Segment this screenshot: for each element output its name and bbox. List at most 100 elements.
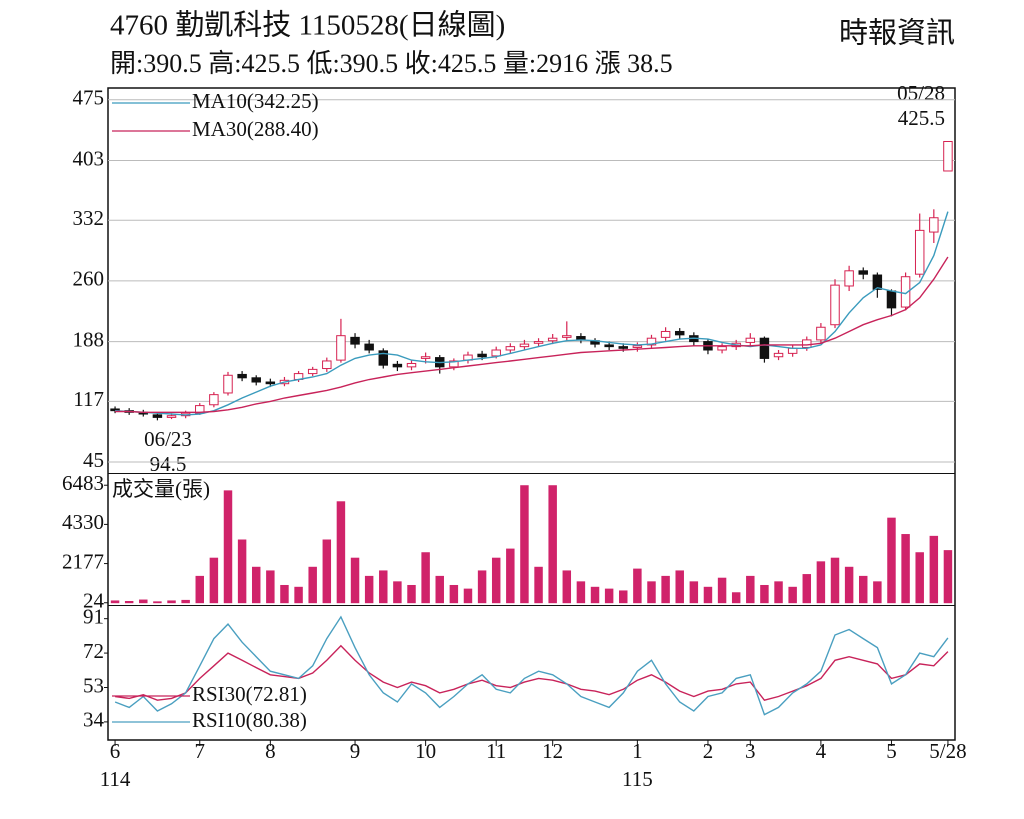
volume-bar bbox=[251, 566, 261, 604]
x-tick-label: 4 bbox=[816, 739, 827, 763]
y-tick-label: 72 bbox=[83, 639, 104, 663]
x-tick-label: 10 bbox=[415, 739, 436, 763]
candle-body bbox=[929, 217, 939, 233]
x-tick-label: 5 bbox=[886, 739, 897, 763]
volume-bar bbox=[379, 570, 388, 604]
candle-body bbox=[237, 373, 247, 379]
summary: 開:390.5 高:425.5 低:390.5 收:425.5 量:2916 漲… bbox=[110, 49, 673, 78]
y-tick-label: 4330 bbox=[62, 510, 104, 534]
volume-bar bbox=[717, 577, 727, 604]
y-tick-label: 403 bbox=[73, 146, 105, 170]
volume-bar bbox=[802, 574, 812, 604]
volume-bar bbox=[520, 485, 529, 604]
candle-body bbox=[322, 360, 332, 370]
candle-body bbox=[816, 326, 826, 341]
volume-bar bbox=[859, 575, 868, 604]
candle-body bbox=[858, 270, 868, 275]
y-tick-label: 332 bbox=[73, 206, 105, 230]
volume-bar bbox=[619, 590, 628, 604]
x-year-label: 115 bbox=[622, 767, 653, 791]
y-tick-label: 2177 bbox=[62, 549, 104, 573]
volume-bar bbox=[901, 534, 910, 604]
candle-body bbox=[195, 405, 205, 414]
y-tick-label: 117 bbox=[73, 387, 104, 411]
candle-body bbox=[505, 346, 516, 351]
candle-body bbox=[872, 274, 883, 290]
y-tick-label: 45 bbox=[83, 448, 104, 472]
candle-body bbox=[562, 335, 572, 338]
x-tick-label: 7 bbox=[195, 739, 206, 763]
candle-body bbox=[745, 337, 756, 343]
candle-body bbox=[209, 394, 219, 406]
candle-body bbox=[491, 349, 501, 357]
volume-bar bbox=[633, 568, 642, 604]
candle-body bbox=[674, 330, 685, 336]
x-year-label: 114 bbox=[100, 767, 131, 791]
candle-body bbox=[604, 344, 614, 348]
volume-bar bbox=[209, 557, 219, 604]
volume-bar bbox=[463, 588, 473, 604]
volume-bar bbox=[788, 586, 797, 604]
annotation: 425.5 bbox=[898, 106, 945, 130]
volume-bar bbox=[308, 566, 317, 604]
x-tick-label: 11 bbox=[486, 739, 506, 763]
volume-bar bbox=[576, 581, 586, 604]
frame bbox=[107, 87, 956, 741]
x-tick-label: 1 bbox=[632, 739, 643, 763]
candle-body bbox=[477, 353, 487, 358]
volume-bar bbox=[153, 601, 162, 604]
volume-bar bbox=[407, 584, 416, 604]
volume-bar bbox=[929, 535, 939, 604]
volume-bar bbox=[506, 548, 515, 604]
candle-body bbox=[717, 346, 727, 351]
volume-bar bbox=[350, 557, 360, 604]
source: 時報資訊 bbox=[839, 17, 955, 50]
volume-bar bbox=[266, 570, 275, 604]
candle-body bbox=[886, 290, 897, 309]
title: 4760 勤凱科技 1150528(日線圖) bbox=[110, 9, 505, 42]
volume-bar bbox=[280, 584, 289, 604]
volume-bar bbox=[604, 588, 614, 604]
volume-bar bbox=[223, 490, 233, 604]
volume-bar bbox=[139, 599, 148, 604]
volume-bar bbox=[844, 566, 854, 604]
candle-body bbox=[152, 414, 163, 418]
line-series bbox=[114, 615, 949, 716]
volume-bar bbox=[760, 584, 769, 604]
volume-bar bbox=[491, 557, 501, 604]
volume-bar bbox=[703, 586, 713, 604]
volume-bar bbox=[322, 539, 332, 604]
candle-body bbox=[943, 140, 953, 172]
y-tick-label: 53 bbox=[83, 673, 104, 697]
candle-body bbox=[364, 343, 374, 351]
volume-bar bbox=[435, 575, 444, 604]
volume-bar bbox=[562, 570, 572, 604]
volume-bar bbox=[477, 570, 487, 604]
candle-body bbox=[166, 415, 177, 418]
candle-body bbox=[265, 381, 276, 385]
volume-bar bbox=[449, 584, 459, 604]
annotation: 94.5 bbox=[150, 452, 187, 476]
line-series bbox=[115, 256, 949, 413]
y-tick-label: 91 bbox=[83, 604, 104, 628]
y-tick-label: 6483 bbox=[62, 471, 104, 495]
y-tick-label: 34 bbox=[83, 708, 105, 732]
candle-body bbox=[307, 368, 318, 375]
candle-body bbox=[914, 229, 925, 275]
volume-bar bbox=[675, 570, 684, 604]
volume-bar bbox=[887, 517, 896, 604]
annotation: 05/28 bbox=[897, 81, 945, 105]
volume-bar bbox=[661, 575, 670, 604]
candle-body bbox=[420, 356, 431, 359]
x-tick-label: 3 bbox=[745, 739, 756, 763]
volume-bar bbox=[294, 586, 303, 604]
x-tick-label: 5/28 bbox=[929, 739, 966, 763]
volume-bar bbox=[590, 586, 600, 604]
x-tick-label: 2 bbox=[703, 739, 714, 763]
volume-bar bbox=[647, 581, 656, 604]
volume-bar bbox=[689, 581, 699, 604]
volume-bar bbox=[816, 561, 826, 604]
volume-bar bbox=[943, 550, 953, 604]
volume-bar bbox=[181, 599, 190, 604]
y-tick-label: 475 bbox=[73, 86, 105, 110]
